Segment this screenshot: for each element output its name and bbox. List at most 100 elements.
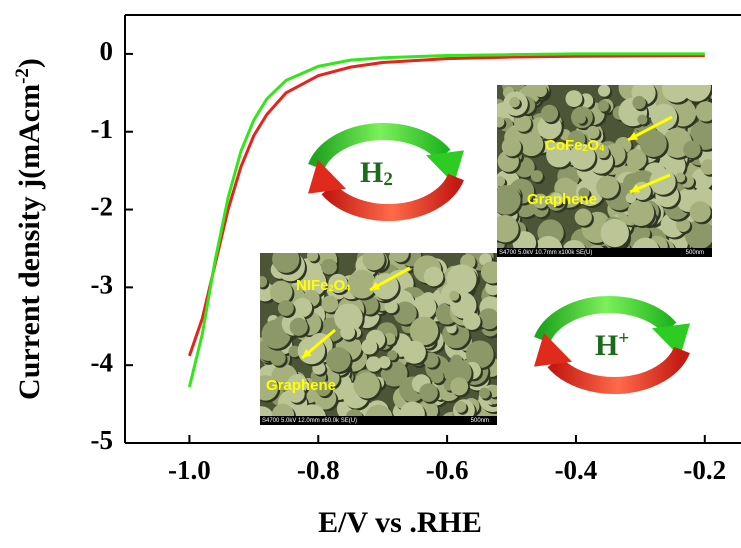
text-part: H xyxy=(595,329,618,362)
x-axis-label: E/V vs .RHE xyxy=(318,506,482,539)
grain xyxy=(372,273,399,300)
y-axis-label: Current density j(mAcm-2) xyxy=(12,58,46,400)
grain xyxy=(287,385,305,403)
text-part: Current density j(mAcm xyxy=(13,84,46,400)
text-part: 4 xyxy=(345,283,350,293)
sem-info-bar xyxy=(260,416,497,425)
text-part: NIFe xyxy=(296,277,329,294)
grain xyxy=(689,201,711,223)
grain xyxy=(328,273,348,294)
cycle-arrow-green xyxy=(308,122,451,171)
annotation: CoFe2O4 xyxy=(545,137,604,154)
grain xyxy=(321,258,337,275)
grain xyxy=(269,280,293,304)
grain xyxy=(625,148,647,170)
grain xyxy=(519,132,544,157)
grain xyxy=(497,185,521,215)
grain xyxy=(362,253,385,271)
text-part: CoFe xyxy=(545,137,583,154)
sem-image: S4700 5.0kV 12.0mm x60.0k SE(U) 500nm xyxy=(260,253,497,425)
grain xyxy=(272,253,300,273)
grain xyxy=(465,340,494,369)
y-tick-label: 0 xyxy=(100,36,114,66)
grain xyxy=(700,159,712,175)
grain xyxy=(497,176,506,187)
annotation: Graphene xyxy=(266,377,336,394)
cycle-head-red xyxy=(534,333,572,367)
series-line xyxy=(187,52,705,388)
grain xyxy=(598,85,611,97)
grain xyxy=(289,317,308,336)
pointer-arrowhead xyxy=(628,131,638,140)
pointer-arrowhead xyxy=(370,281,380,290)
sem-image: S4700 5.0kV 10.7mm x100k SE(U) 500nm xyxy=(497,85,712,257)
grain xyxy=(463,312,481,330)
cycle-arrow-green xyxy=(534,295,677,344)
grain xyxy=(449,290,460,301)
grain xyxy=(270,350,286,366)
grain xyxy=(632,95,646,110)
grain xyxy=(454,400,467,413)
grain xyxy=(586,125,600,139)
grain xyxy=(681,85,711,102)
cycle-head-green xyxy=(426,150,464,184)
text-part: + xyxy=(618,328,629,349)
sem-scale: 500nm xyxy=(471,418,489,424)
grain xyxy=(378,356,391,369)
sem-info: S4700 5.0kV 10.7mm x100k SE(U) xyxy=(499,250,592,256)
grain xyxy=(260,375,279,401)
grain xyxy=(565,90,583,108)
grain xyxy=(574,208,592,226)
grain xyxy=(596,175,619,199)
grain xyxy=(540,104,559,123)
grain xyxy=(361,338,378,355)
grain xyxy=(497,116,505,128)
x-tick-label: -1.0 xyxy=(168,455,211,485)
grain xyxy=(530,170,543,183)
grain xyxy=(683,140,701,159)
text-part: 2 xyxy=(329,283,334,293)
grain xyxy=(567,130,586,149)
grain xyxy=(480,261,497,284)
grain xyxy=(334,303,363,332)
sem-info-bar xyxy=(497,248,712,257)
grain xyxy=(260,276,268,288)
x-tick-label: -0.2 xyxy=(683,455,726,485)
grain xyxy=(478,387,490,399)
grain xyxy=(575,113,586,124)
grain xyxy=(402,340,426,364)
grain xyxy=(277,300,294,316)
text-part: Graphene xyxy=(266,377,336,394)
grain xyxy=(597,100,609,112)
grain xyxy=(446,264,477,295)
cycle-head-red xyxy=(308,160,346,194)
annotation: H2 xyxy=(360,156,393,190)
grain xyxy=(419,383,438,402)
grain xyxy=(321,295,339,313)
x-tick-label: -0.8 xyxy=(297,455,340,485)
y-tick-label: -2 xyxy=(91,192,114,222)
grain xyxy=(325,347,351,372)
text-part: O xyxy=(334,277,346,294)
grain xyxy=(637,114,648,125)
cycle-arrow-red xyxy=(321,173,464,222)
grain xyxy=(340,324,356,340)
grain xyxy=(595,145,609,159)
grain xyxy=(675,172,686,183)
x-tick-label: -0.4 xyxy=(555,455,598,485)
grain xyxy=(409,316,439,346)
grain xyxy=(533,193,548,209)
grain xyxy=(600,218,629,248)
grain xyxy=(549,192,564,207)
grain xyxy=(365,356,382,372)
text-part: Graphene xyxy=(527,191,597,208)
grain xyxy=(497,215,519,243)
grain xyxy=(627,199,655,226)
grain xyxy=(306,253,319,262)
grain xyxy=(387,350,398,361)
pointer-arrowhead xyxy=(302,348,312,358)
insets: S4700 5.0kV 10.7mm x100k SE(U) 500nmS4700… xyxy=(260,85,712,425)
text-part: 2 xyxy=(583,143,588,153)
grain xyxy=(578,187,590,199)
